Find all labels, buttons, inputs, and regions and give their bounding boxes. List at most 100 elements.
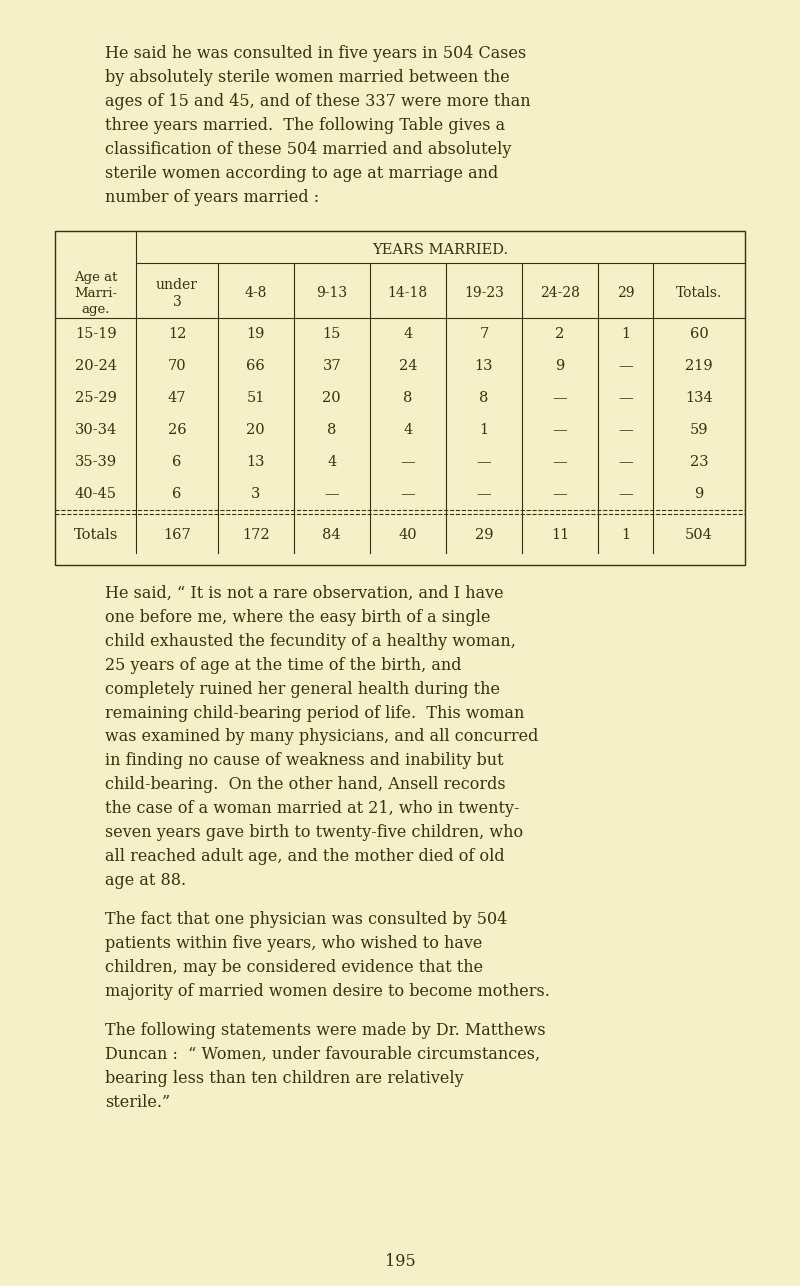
- Text: 13: 13: [474, 359, 494, 373]
- Text: 6: 6: [172, 455, 182, 468]
- Text: was examined by many physicians, and all concurred: was examined by many physicians, and all…: [105, 728, 538, 746]
- Text: age at 88.: age at 88.: [105, 872, 186, 889]
- Text: 167: 167: [163, 529, 191, 543]
- Text: seven years gave birth to twenty-five children, who: seven years gave birth to twenty-five ch…: [105, 824, 523, 841]
- Text: 24-28: 24-28: [540, 287, 580, 300]
- Text: —: —: [325, 486, 339, 500]
- Bar: [55, 230, 745, 565]
- Text: The following statements were made by Dr. Matthews: The following statements were made by Dr…: [105, 1022, 546, 1039]
- Text: remaining child-bearing period of life.  This woman: remaining child-bearing period of life. …: [105, 705, 524, 721]
- Text: 11: 11: [551, 529, 569, 543]
- Text: 35-39: 35-39: [74, 455, 117, 468]
- Text: 47: 47: [168, 391, 186, 405]
- Text: 8: 8: [327, 423, 337, 437]
- Text: —: —: [553, 455, 567, 468]
- Text: Totals.: Totals.: [676, 287, 722, 300]
- Text: 24: 24: [398, 359, 417, 373]
- Text: 20: 20: [322, 391, 341, 405]
- Text: 60: 60: [690, 327, 709, 341]
- Text: under
3: under 3: [156, 278, 198, 309]
- Text: child-bearing.  On the other hand, Ansell records: child-bearing. On the other hand, Ansell…: [105, 777, 506, 793]
- Text: 6: 6: [172, 486, 182, 500]
- Text: 1: 1: [621, 529, 630, 543]
- Text: 66: 66: [246, 359, 265, 373]
- Text: —: —: [553, 391, 567, 405]
- Text: 8: 8: [403, 391, 413, 405]
- Text: —: —: [553, 423, 567, 437]
- Text: 4-8: 4-8: [245, 287, 267, 300]
- Text: 29: 29: [617, 287, 634, 300]
- Text: 4: 4: [403, 327, 413, 341]
- Text: 13: 13: [246, 455, 265, 468]
- Text: Duncan :  “ Women, under favourable circumstances,: Duncan : “ Women, under favourable circu…: [105, 1046, 540, 1064]
- Text: The fact that one physician was consulted by 504: The fact that one physician was consulte…: [105, 912, 507, 928]
- Text: completely ruined her general health during the: completely ruined her general health dur…: [105, 680, 500, 697]
- Text: 25-29: 25-29: [74, 391, 117, 405]
- Text: 19-23: 19-23: [464, 287, 504, 300]
- Text: 15: 15: [322, 327, 341, 341]
- Text: 70: 70: [168, 359, 186, 373]
- Text: 14-18: 14-18: [388, 287, 428, 300]
- Text: majority of married women desire to become mothers.: majority of married women desire to beco…: [105, 983, 550, 1001]
- Text: 26: 26: [168, 423, 186, 437]
- Text: —: —: [618, 486, 633, 500]
- Text: —: —: [401, 486, 415, 500]
- Text: three years married.  The following Table gives a: three years married. The following Table…: [105, 117, 505, 134]
- Text: 1: 1: [621, 327, 630, 341]
- Text: 84: 84: [322, 529, 341, 543]
- Text: children, may be considered evidence that the: children, may be considered evidence tha…: [105, 959, 483, 976]
- Text: 40: 40: [398, 529, 417, 543]
- Text: 1: 1: [479, 423, 489, 437]
- Text: 29: 29: [474, 529, 494, 543]
- Text: —: —: [618, 359, 633, 373]
- Text: —: —: [618, 423, 633, 437]
- Text: 134: 134: [686, 391, 713, 405]
- Text: 504: 504: [685, 529, 713, 543]
- Text: 8: 8: [479, 391, 489, 405]
- Text: YEARS MARRIED.: YEARS MARRIED.: [373, 243, 509, 257]
- Text: number of years married :: number of years married :: [105, 189, 319, 206]
- Text: 9: 9: [694, 486, 704, 500]
- Text: 172: 172: [242, 529, 270, 543]
- Text: —: —: [477, 486, 491, 500]
- Text: sterile.”: sterile.”: [105, 1094, 170, 1111]
- Text: ages of 15 and 45, and of these 337 were more than: ages of 15 and 45, and of these 337 were…: [105, 93, 530, 109]
- Text: Age at
Marri-
age.: Age at Marri- age.: [74, 271, 118, 315]
- Text: 30-34: 30-34: [74, 423, 117, 437]
- Text: —: —: [401, 455, 415, 468]
- Text: 59: 59: [690, 423, 708, 437]
- Text: by absolutely sterile women married between the: by absolutely sterile women married betw…: [105, 69, 510, 86]
- Text: patients within five years, who wished to have: patients within five years, who wished t…: [105, 935, 482, 952]
- Text: 4: 4: [327, 455, 337, 468]
- Text: 7: 7: [479, 327, 489, 341]
- Text: 9: 9: [555, 359, 565, 373]
- Text: 25 years of age at the time of the birth, and: 25 years of age at the time of the birth…: [105, 657, 462, 674]
- Text: 19: 19: [246, 327, 265, 341]
- Text: 2: 2: [555, 327, 565, 341]
- Text: sterile women according to age at marriage and: sterile women according to age at marria…: [105, 165, 498, 181]
- Text: classification of these 504 married and absolutely: classification of these 504 married and …: [105, 141, 511, 158]
- Text: child exhausted the fecundity of a healthy woman,: child exhausted the fecundity of a healt…: [105, 633, 516, 649]
- Text: —: —: [477, 455, 491, 468]
- Text: He said he was consulted in five years in 504 Cases: He said he was consulted in five years i…: [105, 45, 526, 62]
- Text: —: —: [553, 486, 567, 500]
- Text: 23: 23: [690, 455, 708, 468]
- Text: one before me, where the easy birth of a single: one before me, where the easy birth of a…: [105, 608, 490, 626]
- Text: Totals: Totals: [74, 529, 118, 543]
- Text: 4: 4: [403, 423, 413, 437]
- Text: 12: 12: [168, 327, 186, 341]
- Text: 51: 51: [246, 391, 265, 405]
- Text: 195: 195: [385, 1253, 415, 1269]
- Text: He said, “ It is not a rare observation, and I have: He said, “ It is not a rare observation,…: [105, 585, 504, 602]
- Text: bearing less than ten children are relatively: bearing less than ten children are relat…: [105, 1070, 464, 1087]
- Text: all reached adult age, and the mother died of old: all reached adult age, and the mother di…: [105, 849, 505, 865]
- Text: 3: 3: [251, 486, 260, 500]
- Text: 15-19: 15-19: [75, 327, 117, 341]
- Text: in finding no cause of weakness and inability but: in finding no cause of weakness and inab…: [105, 752, 504, 769]
- Text: 20-24: 20-24: [74, 359, 117, 373]
- Text: —: —: [618, 391, 633, 405]
- Text: —: —: [618, 455, 633, 468]
- Text: 20: 20: [246, 423, 265, 437]
- Text: 219: 219: [686, 359, 713, 373]
- Text: 40-45: 40-45: [74, 486, 117, 500]
